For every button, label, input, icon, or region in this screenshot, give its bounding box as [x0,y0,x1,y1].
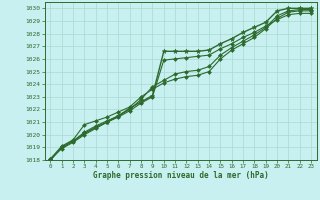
X-axis label: Graphe pression niveau de la mer (hPa): Graphe pression niveau de la mer (hPa) [93,171,269,180]
